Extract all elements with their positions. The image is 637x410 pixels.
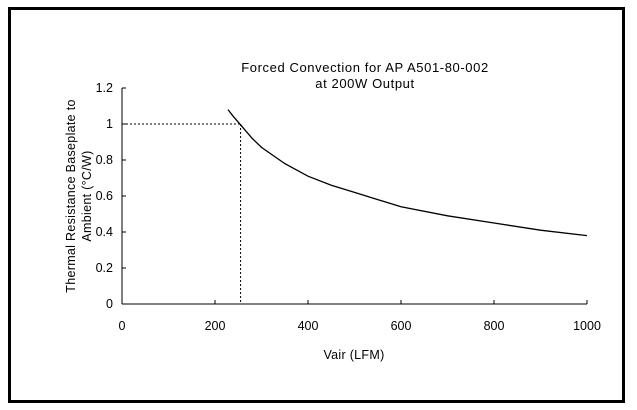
y-ticks: 0 0.2 0.4 0.6 0.8 1 1.2	[96, 81, 126, 311]
x-tick-label: 400	[298, 319, 319, 333]
y-tick-label: 0.8	[96, 153, 113, 167]
y-tick-label: 0.6	[96, 189, 113, 203]
x-tick-label: 600	[391, 319, 412, 333]
y-tick-label: 1	[106, 117, 113, 131]
y-tick-label: 0.2	[96, 261, 113, 275]
x-axis-label: Vair (LFM)	[323, 348, 384, 362]
y-axis-label-line1: Thermal Resistance Baseplate to	[64, 99, 78, 292]
chart-title: Forced Convection for AP A501-80-002	[241, 60, 489, 75]
x-tick-label: 200	[205, 319, 226, 333]
y-tick-label: 0.4	[96, 225, 113, 239]
y-axis-label-line2: Ambient (°C/W)	[80, 150, 94, 241]
x-ticks: 0 200 400 600 800 1000	[119, 300, 601, 333]
series-line	[227, 109, 588, 237]
x-tick-label: 0	[119, 319, 126, 333]
x-tick-label: 800	[484, 319, 505, 333]
y-tick-label: 0	[106, 297, 113, 311]
chart-subtitle: at 200W Output	[315, 76, 414, 91]
x-tick-label: 1000	[573, 319, 601, 333]
chart-frame	[8, 7, 625, 403]
y-tick-label: 1.2	[96, 81, 113, 95]
